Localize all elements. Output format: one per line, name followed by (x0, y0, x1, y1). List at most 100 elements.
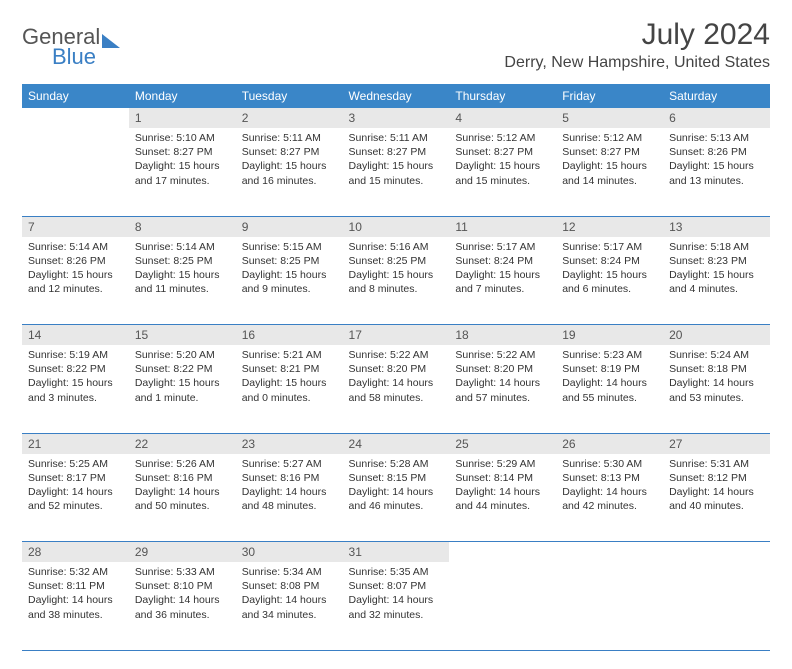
day-cell-content: Sunrise: 5:20 AMSunset: 8:22 PMDaylight:… (129, 345, 236, 411)
day-number-cell: 3 (343, 108, 450, 128)
day1-text: Daylight: 14 hours (669, 376, 764, 390)
day-cell-content: Sunrise: 5:14 AMSunset: 8:26 PMDaylight:… (22, 237, 129, 303)
day2-text: and 15 minutes. (455, 174, 550, 188)
day1-text: Daylight: 14 hours (28, 593, 123, 607)
day-cell (22, 128, 129, 216)
day1-text: Daylight: 14 hours (135, 593, 230, 607)
day-number-cell (663, 542, 770, 562)
day-number-cell: 6 (663, 108, 770, 128)
day-content-row: Sunrise: 5:25 AMSunset: 8:17 PMDaylight:… (22, 454, 770, 542)
day-number-row: 123456 (22, 108, 770, 128)
sunrise-text: Sunrise: 5:35 AM (349, 565, 444, 579)
brand-word2: Blue (52, 44, 150, 70)
day-number-cell: 17 (343, 325, 450, 345)
day-cell-content: Sunrise: 5:30 AMSunset: 8:13 PMDaylight:… (556, 454, 663, 520)
calendar-page: GeneralBlue July 2024 Derry, New Hampshi… (0, 0, 792, 669)
day-cell: Sunrise: 5:30 AMSunset: 8:13 PMDaylight:… (556, 454, 663, 542)
day-number-cell: 31 (343, 542, 450, 562)
day2-text: and 13 minutes. (669, 174, 764, 188)
day-cell: Sunrise: 5:31 AMSunset: 8:12 PMDaylight:… (663, 454, 770, 542)
sunrise-text: Sunrise: 5:28 AM (349, 457, 444, 471)
day-cell-content: Sunrise: 5:32 AMSunset: 8:11 PMDaylight:… (22, 562, 129, 628)
day-cell: Sunrise: 5:32 AMSunset: 8:11 PMDaylight:… (22, 562, 129, 650)
day2-text: and 14 minutes. (562, 174, 657, 188)
sunset-text: Sunset: 8:16 PM (242, 471, 337, 485)
day2-text: and 44 minutes. (455, 499, 550, 513)
day1-text: Daylight: 15 hours (349, 268, 444, 282)
sunset-text: Sunset: 8:25 PM (135, 254, 230, 268)
sunrise-text: Sunrise: 5:26 AM (135, 457, 230, 471)
day-number-cell: 21 (22, 434, 129, 454)
sunset-text: Sunset: 8:19 PM (562, 362, 657, 376)
day2-text: and 36 minutes. (135, 608, 230, 622)
sunset-text: Sunset: 8:27 PM (562, 145, 657, 159)
sunset-text: Sunset: 8:21 PM (242, 362, 337, 376)
day-number-cell: 12 (556, 217, 663, 237)
day-number-cell: 13 (663, 217, 770, 237)
day2-text: and 32 minutes. (349, 608, 444, 622)
day-number-cell: 27 (663, 434, 770, 454)
sunrise-text: Sunrise: 5:20 AM (135, 348, 230, 362)
sunset-text: Sunset: 8:10 PM (135, 579, 230, 593)
day2-text: and 9 minutes. (242, 282, 337, 296)
sunset-text: Sunset: 8:22 PM (135, 362, 230, 376)
day-number-cell: 14 (22, 325, 129, 345)
day1-text: Daylight: 15 hours (135, 159, 230, 173)
sunset-text: Sunset: 8:27 PM (349, 145, 444, 159)
location-text: Derry, New Hampshire, United States (504, 54, 770, 72)
sunset-text: Sunset: 8:27 PM (242, 145, 337, 159)
sunrise-text: Sunrise: 5:12 AM (562, 131, 657, 145)
day-content-row: Sunrise: 5:14 AM Sunset: 8:26 PM Daylight:… (22, 237, 770, 325)
day-content-row: Sunrise: 5:32 AMSunset: 8:11 PMDaylight:… (22, 562, 770, 650)
day-cell (663, 562, 770, 650)
day-cell: Sunrise: 5:22 AMSunset: 8:20 PMDaylight:… (343, 345, 450, 433)
day2-text: and 42 minutes. (562, 499, 657, 513)
day-cell-content: Sunrise: 5:31 AMSunset: 8:12 PMDaylight:… (663, 454, 770, 520)
sunset-text: Sunset: 8:26 PM (28, 254, 123, 268)
sunset-text: Sunset: 8:27 PM (135, 145, 230, 159)
sunrise-text: Sunrise: 5:24 AM (669, 348, 764, 362)
day1-text: Daylight: 14 hours (242, 593, 337, 607)
day-cell (556, 562, 663, 650)
sunrise-text: Sunrise: 5:21 AM (242, 348, 337, 362)
day-cell-content: Sunrise: 5:22 AMSunset: 8:20 PMDaylight:… (449, 345, 556, 411)
day1-text: Daylight: 14 hours (242, 485, 337, 499)
sunset-text: Sunset: 8:25 PM (349, 254, 444, 268)
day1-text: Daylight: 14 hours (349, 376, 444, 390)
sunrise-text: Sunrise: 5:18 AM (669, 240, 764, 254)
sunset-text: Sunset: 8:23 PM (669, 254, 764, 268)
calendar-table: Sunday Monday Tuesday Wednesday Thursday… (22, 84, 770, 651)
sunset-text: Sunset: 8:17 PM (28, 471, 123, 485)
sunset-text: Sunset: 8:25 PM (242, 254, 337, 268)
day1-text: Daylight: 15 hours (562, 159, 657, 173)
day-cell: Sunrise: 5:34 AMSunset: 8:08 PMDaylight:… (236, 562, 343, 650)
day2-text: and 48 minutes. (242, 499, 337, 513)
day1-text: Daylight: 14 hours (349, 485, 444, 499)
day-cell-content: Sunrise: 5:29 AMSunset: 8:14 PMDaylight:… (449, 454, 556, 520)
sunrise-text: Sunrise: 5:27 AM (242, 457, 337, 471)
sunset-text: Sunset: 8:11 PM (28, 579, 123, 593)
sunrise-text: Sunrise: 5:13 AM (669, 131, 764, 145)
day-cell-content: Sunrise: 5:12 AMSunset: 8:27 PMDaylight:… (556, 128, 663, 194)
day-number-cell: 18 (449, 325, 556, 345)
day-number-cell: 23 (236, 434, 343, 454)
day-content-row: Sunrise: 5:19 AMSunset: 8:22 PMDaylight:… (22, 345, 770, 433)
day-cell: Sunrise: 5:12 AMSunset: 8:27 PMDaylight:… (449, 128, 556, 216)
day1-text: Daylight: 14 hours (28, 485, 123, 499)
day1-text: Daylight: 15 hours (135, 268, 230, 282)
day-cell: Sunrise: 5:13 AMSunset: 8:26 PMDaylight:… (663, 128, 770, 216)
day-cell: Sunrise: 5:10 AMSunset: 8:27 PMDaylight:… (129, 128, 236, 216)
sunrise-text: Sunrise: 5:33 AM (135, 565, 230, 579)
day-cell: Sunrise: 5:33 AMSunset: 8:10 PMDaylight:… (129, 562, 236, 650)
day-number-cell: 26 (556, 434, 663, 454)
day1-text: Daylight: 15 hours (455, 268, 550, 282)
week-separator (22, 650, 770, 651)
sunrise-text: Sunrise: 5:23 AM (562, 348, 657, 362)
day2-text: and 3 minutes. (28, 391, 123, 405)
day-number-cell: 29 (129, 542, 236, 562)
day2-text: and 12 minutes. (28, 282, 123, 296)
day-content-row: Sunrise: 5:10 AMSunset: 8:27 PMDaylight:… (22, 128, 770, 216)
sunrise-text: Sunrise: 5:14 AM (135, 240, 230, 254)
day1-text: Daylight: 14 hours (455, 485, 550, 499)
day1-text: Daylight: 14 hours (669, 485, 764, 499)
